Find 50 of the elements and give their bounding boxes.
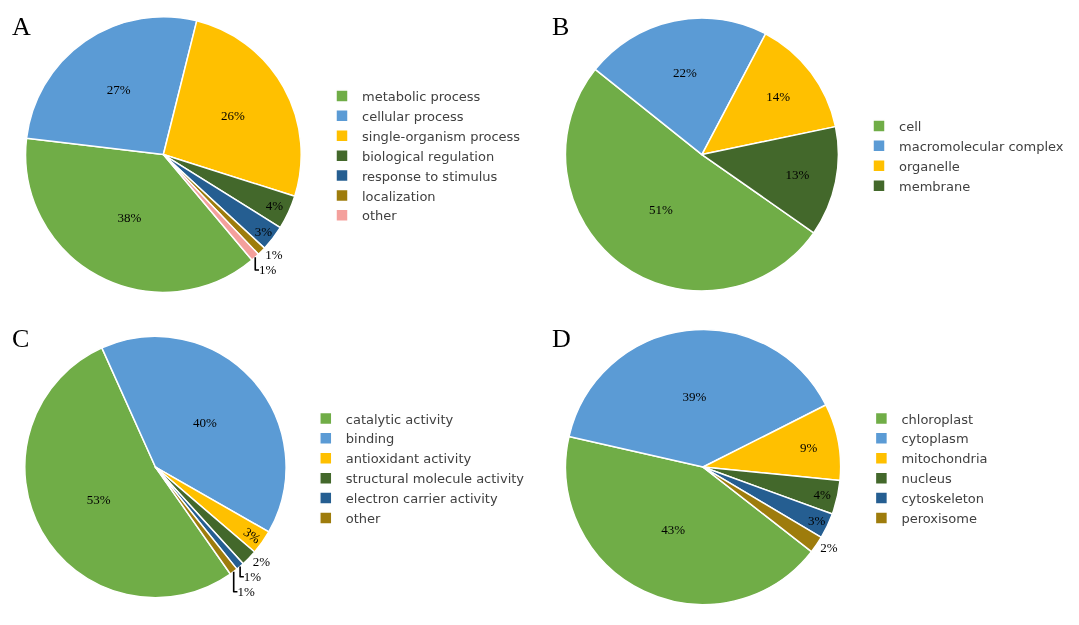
chart-title: B — [552, 12, 570, 41]
legend-label: membrane — [899, 178, 971, 194]
legend-label: structural molecule activity — [345, 471, 525, 487]
data-label: 40% — [193, 414, 218, 430]
legend-label: binding — [345, 431, 395, 447]
legend-label: response to stimulus — [362, 168, 498, 184]
data-label: 51% — [649, 201, 674, 217]
legend-label: macromolecular complex — [899, 138, 1064, 154]
legend-label: mitochondria — [901, 451, 988, 467]
data-label: 14% — [766, 89, 791, 105]
legend-label: single-organism process — [362, 128, 521, 144]
chart-title: A — [12, 12, 31, 41]
data-label: 22% — [672, 65, 697, 81]
data-label: 1% — [265, 247, 283, 263]
legend-label: peroxisome — [901, 511, 977, 527]
legend-label: antioxidant activity — [345, 451, 472, 467]
data-label: 39% — [682, 389, 707, 405]
data-label: 4% — [813, 486, 832, 502]
legend-label: cellular process — [362, 108, 464, 124]
data-label: 4% — [265, 198, 284, 214]
data-label: 38% — [117, 209, 142, 225]
data-label: 1% — [243, 569, 262, 585]
data-label: 2% — [252, 554, 271, 570]
legend-label: localization — [362, 188, 436, 204]
data-label: 3% — [807, 513, 826, 529]
chart-title: C — [12, 324, 30, 353]
legend-label: cell — [899, 119, 922, 135]
data-label: 1% — [259, 262, 277, 278]
legend-label: nucleus — [901, 471, 952, 487]
chart-title: D — [552, 324, 571, 353]
data-label: 9% — [800, 439, 818, 455]
data-label: 1% — [237, 584, 255, 600]
legend-label: cytoskeleton — [901, 491, 985, 507]
legend-label: biological regulation — [362, 148, 495, 164]
data-label: 53% — [86, 491, 111, 507]
legend-label: catalytic activity — [345, 411, 454, 427]
legend-label: other — [362, 208, 398, 224]
legend-label: electron carrier activity — [345, 491, 498, 507]
data-label: 13% — [785, 166, 810, 182]
data-label: 27% — [106, 82, 131, 98]
data-label: 3% — [254, 223, 273, 239]
data-label: 2% — [820, 539, 838, 555]
data-label: 26% — [220, 108, 245, 124]
data-label: 3% — [240, 524, 264, 547]
legend-label: metabolic process — [362, 89, 481, 105]
legend-label: chloroplast — [901, 411, 974, 427]
data-label: 43% — [661, 522, 686, 538]
legend-label: other — [345, 511, 382, 527]
legend-label: cytoplasm — [901, 431, 969, 447]
legend-label: organelle — [899, 158, 960, 174]
